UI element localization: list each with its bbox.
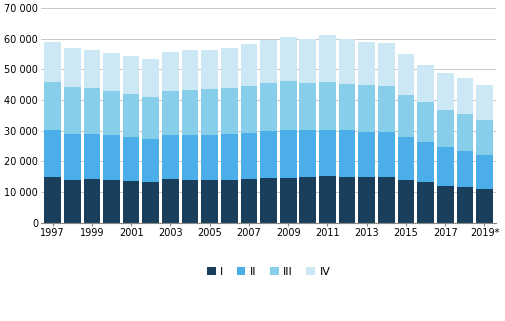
Bar	[280, 130, 296, 178]
Bar	[201, 134, 218, 180]
Bar	[201, 50, 218, 89]
Bar	[142, 59, 159, 97]
Bar	[476, 189, 493, 222]
Bar	[397, 95, 414, 137]
Bar	[299, 39, 316, 82]
Bar	[44, 42, 61, 82]
Legend: I, II, III, IV: I, II, III, IV	[202, 262, 335, 281]
Bar	[44, 82, 61, 130]
Bar	[437, 110, 453, 147]
Bar	[378, 86, 395, 132]
Bar	[123, 56, 139, 94]
Bar	[417, 182, 434, 222]
Bar	[457, 114, 473, 151]
Bar	[457, 78, 473, 114]
Bar	[162, 91, 179, 135]
Bar	[437, 186, 453, 222]
Bar	[44, 177, 61, 222]
Bar	[280, 178, 296, 222]
Bar	[83, 179, 100, 222]
Bar	[142, 139, 159, 181]
Bar	[162, 52, 179, 91]
Bar	[64, 88, 81, 134]
Bar	[221, 88, 238, 134]
Bar	[319, 35, 336, 82]
Bar	[64, 48, 81, 88]
Bar	[182, 180, 198, 222]
Bar	[397, 54, 414, 95]
Bar	[476, 120, 493, 155]
Bar	[260, 131, 277, 178]
Bar	[319, 82, 336, 130]
Bar	[221, 180, 238, 222]
Bar	[417, 65, 434, 102]
Bar	[299, 82, 316, 130]
Bar	[299, 177, 316, 222]
Bar	[182, 135, 198, 180]
Bar	[83, 50, 100, 88]
Bar	[240, 179, 257, 222]
Bar	[123, 181, 139, 222]
Bar	[162, 135, 179, 179]
Bar	[280, 81, 296, 130]
Bar	[437, 147, 453, 186]
Bar	[260, 178, 277, 222]
Bar	[299, 130, 316, 177]
Bar	[201, 89, 218, 134]
Bar	[457, 187, 473, 222]
Bar	[359, 132, 375, 177]
Bar	[221, 134, 238, 180]
Bar	[378, 177, 395, 222]
Bar	[319, 176, 336, 222]
Bar	[64, 134, 81, 180]
Bar	[240, 86, 257, 133]
Bar	[142, 181, 159, 222]
Bar	[339, 177, 356, 222]
Bar	[378, 43, 395, 86]
Bar	[457, 151, 473, 187]
Bar	[240, 133, 257, 179]
Bar	[201, 180, 218, 222]
Bar	[339, 39, 356, 83]
Bar	[476, 155, 493, 189]
Bar	[417, 142, 434, 182]
Bar	[221, 48, 238, 88]
Bar	[339, 83, 356, 130]
Bar	[182, 90, 198, 135]
Bar	[260, 83, 277, 131]
Bar	[378, 132, 395, 177]
Bar	[240, 44, 257, 86]
Bar	[319, 130, 336, 176]
Bar	[182, 50, 198, 90]
Bar	[44, 130, 61, 177]
Bar	[103, 53, 120, 91]
Bar	[260, 40, 277, 83]
Bar	[437, 73, 453, 110]
Bar	[123, 137, 139, 181]
Bar	[359, 177, 375, 222]
Bar	[123, 94, 139, 137]
Bar	[83, 88, 100, 134]
Bar	[280, 37, 296, 81]
Bar	[103, 180, 120, 222]
Bar	[103, 91, 120, 135]
Bar	[417, 102, 434, 142]
Bar	[359, 41, 375, 85]
Bar	[64, 180, 81, 222]
Bar	[339, 130, 356, 177]
Bar	[359, 85, 375, 132]
Bar	[142, 97, 159, 139]
Bar	[476, 85, 493, 120]
Bar	[83, 134, 100, 179]
Bar	[397, 180, 414, 222]
Bar	[162, 179, 179, 222]
Bar	[397, 137, 414, 180]
Bar	[103, 135, 120, 180]
